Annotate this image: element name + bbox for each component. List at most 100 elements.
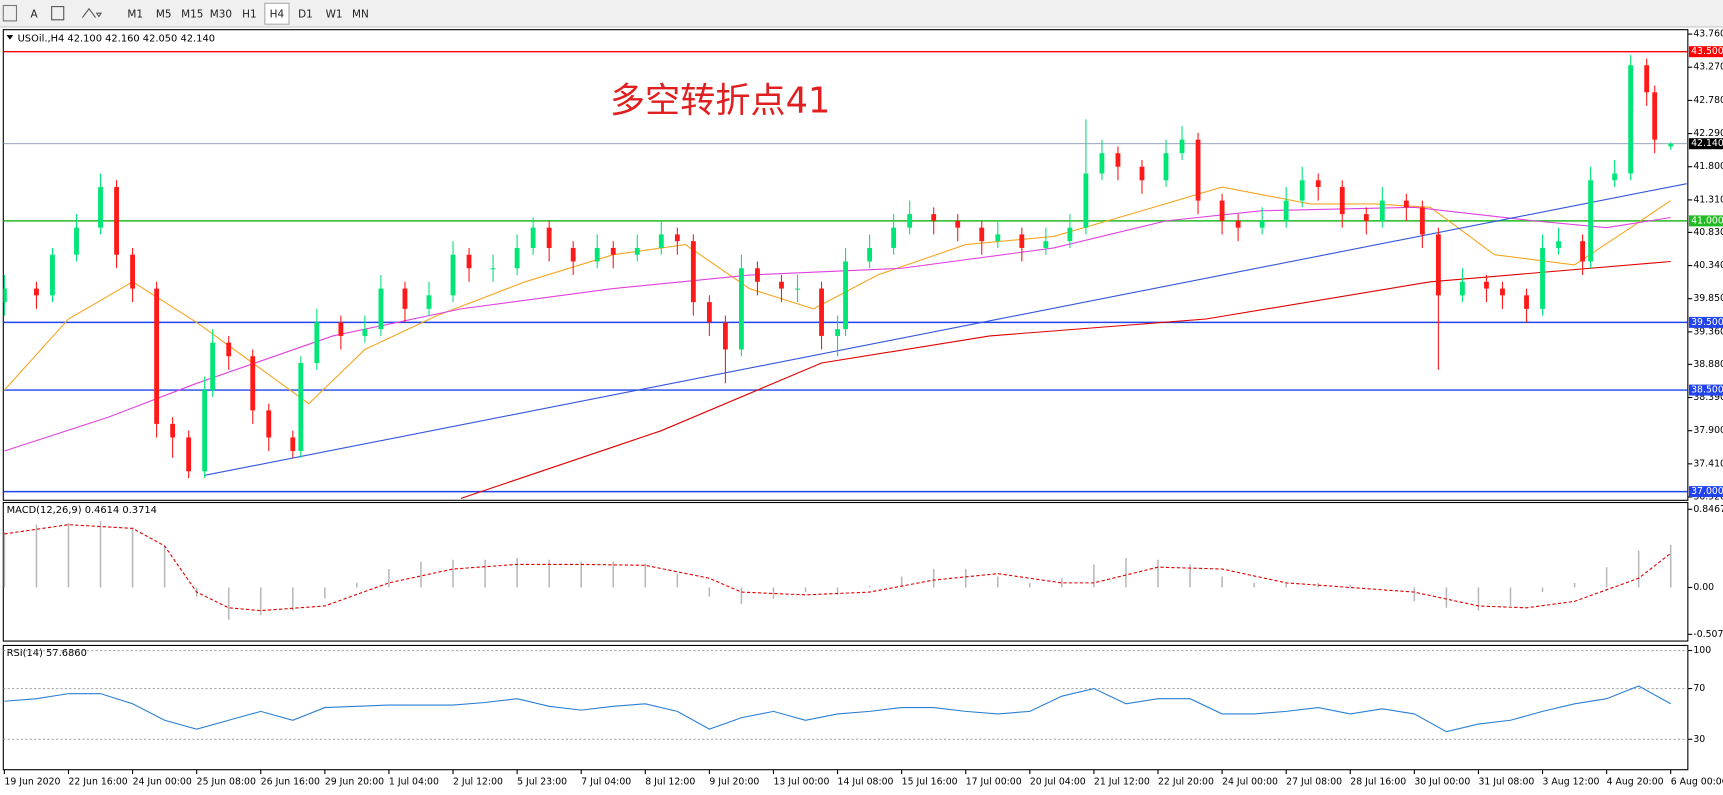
- toolbar-bg: [0, 0, 1723, 28]
- candle-body: [1556, 241, 1561, 248]
- x-tick-label: 31 Jul 08:00: [1478, 776, 1534, 787]
- candle-body: [514, 247, 520, 269]
- rsi-title: RSI(14) 57.6860: [7, 648, 87, 659]
- candle-body: [1259, 220, 1265, 228]
- candle-body: [1019, 234, 1025, 248]
- candle-body: [450, 254, 456, 296]
- candle-body: [658, 234, 664, 248]
- x-tick-label: 29 Jun 20:00: [325, 776, 384, 787]
- toolbar-button[interactable]: MN: [352, 8, 369, 20]
- y-tick-label: 38.880: [1693, 359, 1723, 370]
- macd-signal-line: [4, 524, 1672, 612]
- candle-body: [610, 247, 616, 255]
- x-tick-label: 28 Jul 16:00: [1350, 776, 1406, 787]
- main-plot: [3, 50, 1688, 499]
- x-tick-label: 22 Jun 16:00: [68, 776, 127, 787]
- candle-body: [722, 322, 728, 350]
- candle-body: [314, 322, 320, 364]
- rsi-panel: [2, 644, 1689, 771]
- x-tick-label: 21 Jul 12:00: [1094, 776, 1150, 787]
- y-tick-label: 70: [1693, 683, 1705, 694]
- candle-body: [795, 288, 800, 290]
- y-tick-label: 39.360: [1693, 326, 1723, 337]
- active-period-highlight: [264, 2, 290, 25]
- candle-body: [755, 268, 760, 282]
- x-tick-label: 3 Aug 12:00: [1543, 776, 1600, 787]
- candle-body: [995, 234, 1001, 242]
- moving-average-line: [460, 260, 1671, 499]
- candle-body: [1283, 200, 1289, 221]
- candle-body: [1644, 65, 1650, 93]
- candle-body: [1524, 295, 1529, 309]
- level-label: 41.000: [1691, 215, 1723, 226]
- macd-plot: [3, 520, 1672, 620]
- candle-body: [1315, 180, 1321, 188]
- toolbar-button[interactable]: D1: [298, 8, 313, 20]
- x-tick-label: 30 Jul 00:00: [1414, 776, 1470, 787]
- candle-body: [74, 227, 79, 255]
- shapes-icon[interactable]: [81, 7, 103, 18]
- candle-body: [130, 254, 135, 289]
- candle-body: [690, 241, 696, 303]
- candle-body: [226, 342, 232, 357]
- toolbar-button[interactable]: M5: [156, 8, 172, 20]
- candle-body: [402, 288, 408, 309]
- candle-body: [50, 254, 55, 296]
- macd-panel: [2, 501, 1689, 642]
- candle-body: [931, 214, 937, 221]
- candle-body: [1628, 65, 1634, 174]
- y-tick-label: 30: [1693, 734, 1705, 745]
- x-tick-label: 7 Jul 04:00: [581, 776, 631, 787]
- y-tick-label: 37.410: [1693, 458, 1723, 469]
- moving-average-line: [4, 206, 1671, 452]
- x-tick-label: 13 Jul 00:00: [773, 776, 829, 787]
- candle-body: [594, 247, 600, 262]
- text-label-icon[interactable]: [51, 6, 65, 21]
- x-tick-label: 20 Jul 04:00: [1030, 776, 1086, 787]
- candle-body: [1379, 200, 1385, 221]
- x-tick-label: 2 Jul 12:00: [453, 776, 503, 787]
- candle-body: [1163, 153, 1169, 181]
- candle-body: [1219, 200, 1225, 221]
- y-tick-label: 0.8467: [1693, 504, 1723, 515]
- y-tick-label: -0.5072: [1693, 629, 1723, 640]
- toolbar-button[interactable]: M1: [127, 8, 143, 20]
- y-tick-label: 37.900: [1693, 425, 1723, 436]
- candle-body: [1580, 241, 1586, 262]
- candle-body: [546, 227, 552, 248]
- candle-body: [1588, 180, 1594, 262]
- candle-body: [3, 288, 7, 303]
- candle-body: [1339, 187, 1345, 215]
- candle-body: [154, 288, 160, 424]
- candle-body: [186, 437, 192, 472]
- toolbar: A M1 M5 M15 M30 H1 H4 D1 W1 MN: [0, 0, 1723, 28]
- candle-body: [490, 268, 496, 270]
- candle-body: [1299, 180, 1305, 201]
- y-tick-label: 41.800: [1693, 161, 1723, 172]
- toolbar-button[interactable]: W1: [326, 8, 343, 20]
- toolbar-button[interactable]: A: [30, 8, 38, 20]
- toolbar-button[interactable]: M30: [210, 8, 232, 20]
- candle-body: [1652, 92, 1658, 140]
- toolbar-button[interactable]: H4: [270, 8, 285, 20]
- x-tick-label: 15 Jul 16:00: [902, 776, 958, 787]
- toolbar-button[interactable]: M15: [181, 8, 203, 20]
- candle-body: [426, 295, 432, 309]
- toolbar-button[interactable]: H1: [242, 8, 256, 20]
- level-label: 43.500: [1691, 46, 1723, 57]
- x-tick-label: 4 Aug 20:00: [1607, 776, 1664, 787]
- candle-body: [250, 356, 256, 411]
- candle-body: [1484, 281, 1489, 289]
- candle-body: [1612, 173, 1618, 181]
- x-tick-label: 17 Jul 00:00: [966, 776, 1022, 787]
- panel-menu-arrow: [6, 35, 14, 40]
- y-tick-label: 43.270: [1693, 62, 1723, 73]
- rsi-plot: [3, 649, 1688, 740]
- candle-body: [34, 288, 39, 296]
- y-tick-label: 43.760: [1693, 29, 1723, 40]
- cursor-icon[interactable]: [2, 4, 18, 22]
- x-tick-label: 27 Jul 08:00: [1286, 776, 1342, 787]
- candle-body: [867, 247, 873, 262]
